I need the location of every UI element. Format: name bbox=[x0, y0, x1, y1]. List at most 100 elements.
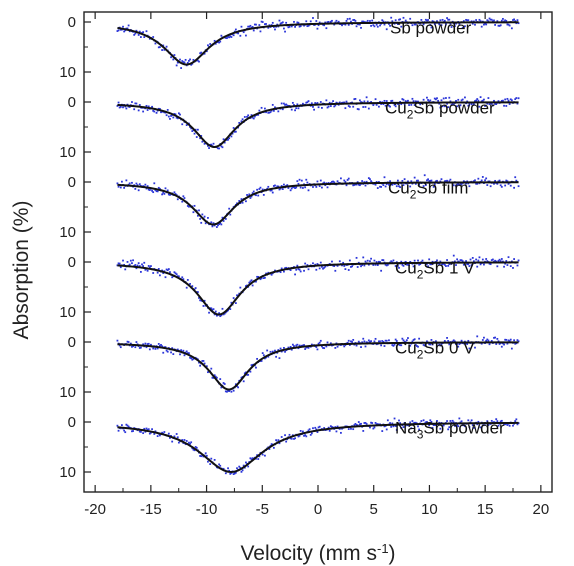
data-point bbox=[162, 272, 165, 275]
data-point bbox=[440, 178, 443, 181]
data-point bbox=[405, 263, 408, 266]
data-point bbox=[414, 182, 417, 185]
data-point bbox=[201, 140, 204, 143]
data-point bbox=[296, 264, 299, 267]
data-point bbox=[350, 427, 352, 430]
data-point bbox=[449, 178, 452, 181]
data-point bbox=[429, 343, 432, 346]
data-point bbox=[363, 264, 366, 267]
data-point bbox=[290, 437, 293, 440]
data-point bbox=[403, 340, 406, 343]
data-point bbox=[189, 58, 191, 61]
x-axis-title-close: ) bbox=[389, 542, 396, 565]
data-point bbox=[462, 424, 465, 427]
data-point bbox=[481, 176, 484, 178]
data-point bbox=[455, 264, 457, 266]
data-point bbox=[164, 187, 167, 190]
data-point bbox=[236, 385, 238, 388]
data-point bbox=[173, 435, 176, 438]
data-point bbox=[203, 142, 206, 145]
data-point bbox=[429, 99, 432, 102]
data-point bbox=[451, 102, 454, 105]
data-point bbox=[192, 448, 195, 451]
data-point bbox=[312, 186, 314, 188]
data-point bbox=[181, 276, 184, 279]
data-point bbox=[260, 360, 263, 362]
data-point bbox=[448, 263, 451, 266]
data-point bbox=[173, 191, 176, 194]
data-point bbox=[486, 184, 489, 186]
data-point bbox=[164, 346, 167, 349]
data-point bbox=[251, 457, 254, 460]
data-point bbox=[166, 189, 169, 192]
data-point bbox=[156, 435, 159, 438]
data-point bbox=[183, 439, 186, 441]
data-point bbox=[449, 420, 452, 422]
data-point bbox=[441, 424, 444, 427]
data-point bbox=[505, 338, 508, 341]
data-point bbox=[251, 192, 254, 195]
data-point bbox=[508, 340, 511, 342]
data-point bbox=[117, 101, 120, 104]
data-point bbox=[151, 428, 153, 431]
data-point bbox=[389, 180, 391, 183]
data-point bbox=[163, 431, 166, 433]
data-point bbox=[355, 183, 358, 186]
data-point bbox=[400, 260, 403, 263]
data-point bbox=[194, 287, 197, 289]
data-point bbox=[302, 102, 304, 105]
data-point bbox=[134, 102, 137, 105]
data-point bbox=[181, 60, 184, 62]
data-point bbox=[227, 467, 229, 470]
data-point bbox=[378, 340, 380, 343]
data-point bbox=[229, 472, 232, 475]
data-point bbox=[414, 421, 417, 424]
data-point bbox=[405, 339, 408, 342]
data-point bbox=[234, 383, 237, 386]
data-point bbox=[413, 259, 416, 262]
data-point bbox=[258, 109, 261, 112]
data-point bbox=[176, 275, 179, 278]
data-point bbox=[207, 44, 209, 47]
data-point bbox=[261, 188, 264, 191]
data-point bbox=[453, 340, 456, 343]
data-point bbox=[242, 31, 245, 34]
data-point bbox=[177, 441, 180, 444]
data-point bbox=[386, 103, 389, 106]
data-point bbox=[422, 185, 425, 187]
data-point bbox=[165, 114, 168, 117]
data-point bbox=[365, 180, 368, 183]
data-point bbox=[317, 342, 320, 345]
data-point bbox=[177, 112, 180, 115]
data-point bbox=[133, 33, 136, 36]
data-point bbox=[452, 421, 455, 424]
data-point bbox=[383, 176, 386, 179]
data-point bbox=[119, 346, 122, 349]
data-point bbox=[382, 184, 385, 187]
data-point bbox=[253, 23, 256, 26]
data-point bbox=[127, 341, 130, 343]
data-point bbox=[211, 308, 214, 311]
data-point bbox=[333, 181, 336, 184]
data-point bbox=[500, 19, 503, 22]
data-point bbox=[360, 101, 362, 103]
data-point bbox=[269, 189, 272, 192]
data-point bbox=[399, 422, 402, 424]
data-point bbox=[472, 260, 475, 263]
data-point bbox=[452, 184, 455, 187]
data-point bbox=[264, 276, 266, 279]
data-point bbox=[390, 16, 393, 19]
data-point bbox=[134, 346, 137, 349]
data-point bbox=[222, 138, 225, 141]
data-point bbox=[382, 20, 385, 23]
data-point bbox=[145, 427, 148, 430]
data-point bbox=[314, 102, 317, 104]
data-point bbox=[373, 426, 376, 429]
data-point bbox=[250, 364, 253, 367]
data-point bbox=[500, 345, 503, 348]
data-point bbox=[460, 183, 463, 186]
data-point bbox=[375, 261, 378, 263]
data-point bbox=[246, 115, 248, 118]
data-point bbox=[309, 20, 312, 23]
data-point bbox=[203, 362, 206, 365]
